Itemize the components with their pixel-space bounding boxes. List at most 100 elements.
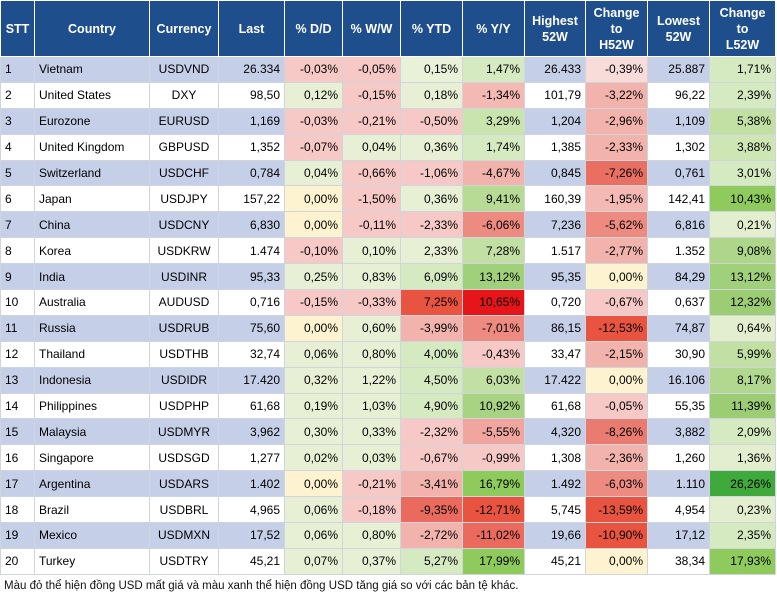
cell-pct-dd: -0,03% <box>284 107 343 135</box>
cell-country: China <box>34 211 150 239</box>
cell-stt: 11 <box>0 314 35 342</box>
cell-change-l52w: 26,26% <box>709 470 776 498</box>
cell-pct-ww: 0,33% <box>342 418 401 446</box>
table-row: 11 Russia USDRUB 75,60 0,00% 0,60% -3,99% -7,01… <box>0 314 776 342</box>
cell-pct-ww: -1,50% <box>342 185 401 213</box>
cell-currency: USDTHB <box>149 340 219 368</box>
cell-pct-ytd: -0,50% <box>400 107 463 135</box>
cell-last: 17,52 <box>218 522 285 549</box>
cell-last: 95,33 <box>218 263 285 291</box>
cell-lowest-52w: 142,41 <box>647 185 710 213</box>
cell-currency: USDRUB <box>149 314 219 342</box>
cell-change-l52w: 2,39% <box>709 81 776 109</box>
cell-last: 1,352 <box>218 133 285 161</box>
cell-country: Indonesia <box>34 366 150 394</box>
cell-pct-yy: 1,47% <box>462 56 525 83</box>
header-stt: STT <box>0 0 35 57</box>
cell-pct-ytd: 0,36% <box>400 185 463 213</box>
cell-stt: 10 <box>0 289 35 316</box>
table-row: 17 Argentina USDARS 1.402 0,00% -0,21% -3,41% 1… <box>0 470 776 498</box>
cell-change-h52w: -0,67% <box>585 289 648 316</box>
cell-pct-yy: -11,02% <box>462 522 525 549</box>
cell-change-l52w: 13,12% <box>709 263 776 291</box>
cell-currency: USDINR <box>149 263 219 291</box>
header-change-h52w: Change to H52W <box>585 0 648 57</box>
cell-currency: USDARS <box>149 470 219 498</box>
header-pct-yy: % Y/Y <box>462 0 525 57</box>
cell-pct-dd: 0,00% <box>284 470 343 498</box>
cell-pct-ww: 0,37% <box>342 547 401 575</box>
cell-pct-dd: 0,04% <box>284 159 343 187</box>
cell-change-l52w: 5,99% <box>709 340 776 368</box>
cell-pct-ytd: -3,99% <box>400 314 463 342</box>
cell-stt: 6 <box>0 185 35 213</box>
cell-lowest-52w: 55,35 <box>647 392 710 420</box>
cell-pct-ww: 1,03% <box>342 392 401 420</box>
cell-pct-yy: 7,28% <box>462 237 525 265</box>
cell-pct-ytd: 7,25% <box>400 289 463 316</box>
cell-change-l52w: 3,01% <box>709 159 776 187</box>
cell-change-h52w: -10,90% <box>585 522 648 549</box>
cell-country: Turkey <box>34 547 150 575</box>
header-highest-52w: Highest 52W <box>524 0 586 57</box>
cell-pct-yy: -4,67% <box>462 159 525 187</box>
header-pct-ww: % W/W <box>342 0 401 57</box>
cell-stt: 16 <box>0 444 35 472</box>
cell-lowest-52w: 16.106 <box>647 366 710 394</box>
table-row: 16 Singapore USDSGD 1,277 0,02% 0,03% -0,67% -0… <box>0 444 776 472</box>
cell-change-h52w: -8,26% <box>585 418 648 446</box>
cell-change-h52w: -12,53% <box>585 314 648 342</box>
cell-stt: 18 <box>0 496 35 524</box>
cell-pct-dd: -0,07% <box>284 133 343 161</box>
cell-stt: 9 <box>0 263 35 291</box>
cell-change-h52w: -0,39% <box>585 56 648 83</box>
cell-pct-yy: -0,43% <box>462 340 525 368</box>
cell-last: 3,962 <box>218 418 285 446</box>
cell-last: 98,50 <box>218 81 285 109</box>
cell-lowest-52w: 74,87 <box>647 314 710 342</box>
cell-pct-yy: 1,74% <box>462 133 525 161</box>
cell-currency: USDVND <box>149 56 219 83</box>
header-pct-dd: % D/D <box>284 0 343 57</box>
cell-country: Korea <box>34 237 150 265</box>
cell-currency: USDIDR <box>149 366 219 394</box>
cell-pct-dd: 0,00% <box>284 211 343 239</box>
cell-highest-52w: 17.422 <box>524 366 586 394</box>
cell-lowest-52w: 84,29 <box>647 263 710 291</box>
footnote: Màu đỏ thể hiện đồng USD mất giá và màu … <box>4 580 519 592</box>
cell-change-l52w: 17,93% <box>709 547 776 575</box>
cell-currency: USDKRW <box>149 237 219 265</box>
cell-highest-52w: 7,236 <box>524 211 586 239</box>
cell-country: Vietnam <box>34 56 150 83</box>
cell-pct-ww: -0,66% <box>342 159 401 187</box>
cell-country: Switzerland <box>34 159 150 187</box>
cell-pct-yy: -7,01% <box>462 314 525 342</box>
cell-pct-dd: 0,12% <box>284 81 343 109</box>
cell-pct-ww: 0,83% <box>342 263 401 291</box>
table-row: 15 Malaysia USDMYR 3,962 0,30% 0,33% -2,32% -5,… <box>0 418 776 446</box>
cell-pct-ytd: -9,35% <box>400 496 463 524</box>
cell-country: Eurozone <box>34 107 150 135</box>
table-row: 2 United States DXY 98,50 0,12% -0,15% 0,18% -1… <box>0 81 776 109</box>
header-row: STT Country Currency Last % D/D % W/W % … <box>0 0 776 57</box>
cell-last: 1,277 <box>218 444 285 472</box>
table-row: 7 China USDCNY 6,830 0,00% -0,11% -2,33% -6,06%… <box>0 211 776 239</box>
cell-pct-yy: -0,99% <box>462 444 525 472</box>
cell-country: India <box>34 263 150 291</box>
cell-pct-yy: 10,92% <box>462 392 525 420</box>
cell-last: 0,716 <box>218 289 285 316</box>
cell-last: 6,830 <box>218 211 285 239</box>
cell-change-h52w: -2,36% <box>585 444 648 472</box>
cell-highest-52w: 19,66 <box>524 522 586 549</box>
cell-lowest-52w: 0,637 <box>647 289 710 316</box>
cell-highest-52w: 86,15 <box>524 314 586 342</box>
cell-lowest-52w: 38,34 <box>647 547 710 575</box>
cell-highest-52w: 0,720 <box>524 289 586 316</box>
cell-currency: AUDUSD <box>149 289 219 316</box>
cell-pct-yy: 9,41% <box>462 185 525 213</box>
cell-pct-yy: -1,34% <box>462 81 525 109</box>
header-country: Country <box>34 0 150 57</box>
cell-pct-yy: 10,65% <box>462 289 525 316</box>
cell-highest-52w: 45,21 <box>524 547 586 575</box>
cell-currency: USDBRL <box>149 496 219 524</box>
